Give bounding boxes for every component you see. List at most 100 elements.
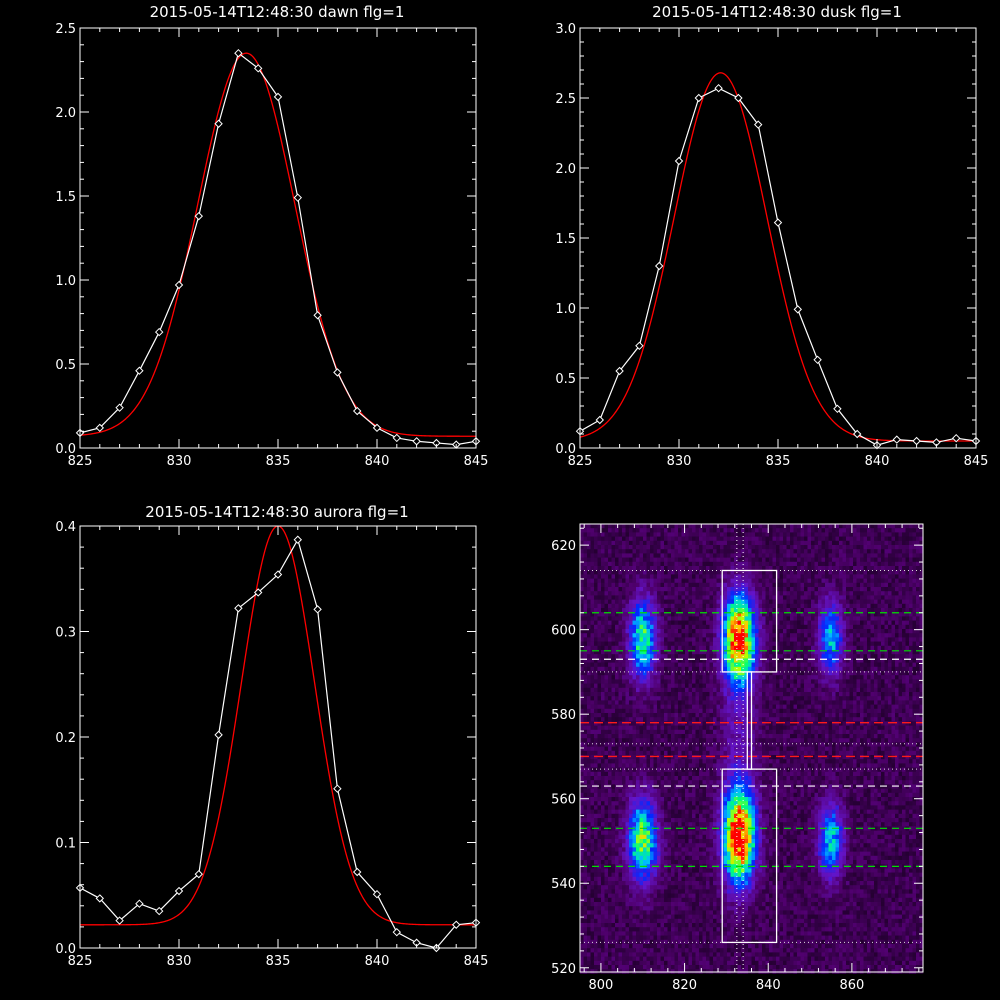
heatmap-pixel [720,675,724,680]
heatmap-pixel [594,566,598,571]
heatmap-pixel [839,540,843,546]
heatmap-pixel [783,704,787,710]
heatmap-pixel [786,683,791,689]
heatmap-pixel [860,570,864,575]
heatmap-pixel [860,637,864,642]
heatmap-pixel [664,692,668,697]
heatmap-pixel [751,587,756,592]
heatmap-pixel [853,540,857,546]
heatmap-pixel [758,645,763,651]
heatmap-pixel [709,675,714,680]
heatmap-pixel [622,641,626,647]
heatmap-pixel [748,650,752,655]
heatmap-pixel [685,666,689,672]
heatmap-pixel [825,662,829,668]
heatmap-pixel [919,566,924,571]
heatmap-pixel [632,599,637,605]
heatmap-pixel [692,578,696,584]
heatmap-pixel [688,595,693,600]
heatmap-pixel [825,599,829,605]
heatmap-pixel [611,603,616,609]
heatmap-pixel [702,578,707,584]
heatmap-pixel [870,713,875,718]
heatmap-pixel [877,650,882,655]
heatmap-pixel [702,696,707,701]
heatmap-pixel [762,641,766,647]
heatmap-pixel [643,608,647,613]
heatmap-pixel [842,629,847,634]
heatmap-pixel [636,578,640,584]
heatmap-pixel [744,713,749,718]
heatmap-pixel [657,692,661,697]
heatmap-pixel [902,591,906,596]
heatmap-pixel [615,595,619,600]
heatmap-pixel [622,603,626,609]
heatmap-pixel [800,545,805,550]
heatmap-pixel [618,557,623,563]
heatmap-pixel [867,540,871,546]
heatmap-pixel [783,587,787,592]
heatmap-pixel [601,557,605,563]
heatmap-pixel [727,713,731,718]
heatmap-pixel [811,654,815,659]
heatmap-pixel [804,545,808,550]
heatmap-pixel [615,671,619,676]
heatmap-pixel [835,561,840,567]
heatmap-pixel [818,645,822,651]
heatmap-pixel [919,570,924,575]
heatmap-pixel [762,662,766,668]
heatmap-pixel [723,658,728,663]
heatmap-pixel [632,633,637,638]
heatmap-pixel [909,536,913,542]
heatmap-pixel [723,587,728,592]
heatmap-pixel [590,629,595,634]
heatmap-pixel [919,591,924,596]
heatmap-pixel [730,662,735,668]
heatmap-pixel [695,645,700,651]
heatmap-pixel [713,700,717,705]
heatmap-pixel [755,708,759,714]
heatmap-pixel [835,582,840,588]
heatmap-pixel [611,696,616,701]
heatmap-pixel [849,545,854,550]
heatmap-pixel [877,700,882,705]
heatmap-pixel [898,582,903,588]
heatmap-pixel [748,620,752,626]
heatmap-pixel [895,645,899,651]
heatmap-pixel [706,713,710,718]
dawn-y-tick-label: 0.0 [55,442,76,457]
heatmap-pixel [706,574,710,579]
heatmap-pixel [839,675,843,680]
heatmap-pixel [636,645,640,651]
heatmap-pixel [699,666,703,672]
heatmap-pixel [790,650,794,655]
heatmap-pixel [797,650,801,655]
heatmap-pixel [685,561,689,567]
heatmap-pixel [902,654,906,659]
heatmap-pixel [818,679,822,684]
heatmap-pixel [706,679,710,684]
heatmap-pixel [608,595,612,600]
heatmap-pixel [912,570,917,575]
heatmap-pixel [779,696,784,701]
heatmap-pixel [909,561,913,567]
heatmap-pixel [723,528,728,533]
heatmap-pixel [741,557,745,563]
heatmap-pixel [884,557,889,563]
heatmap-pixel [723,654,728,659]
heatmap-pixel [695,704,700,710]
heatmap-pixel [650,608,654,613]
heatmap-pixel [601,574,605,579]
heatmap-pixel [706,557,710,563]
heatmap-pixel [891,666,896,672]
heatmap-pixel [720,717,724,722]
heatmap-pixel [629,595,633,600]
heatmap-pixel [870,700,875,705]
heatmap-pixel [650,687,654,693]
heatmap-pixel [853,574,857,579]
heatmap-pixel [601,692,605,697]
heatmap-pixel [818,528,822,533]
heatmap-pixel [776,616,780,621]
heatmap-pixel [695,679,700,684]
heatmap-pixel [811,540,815,546]
